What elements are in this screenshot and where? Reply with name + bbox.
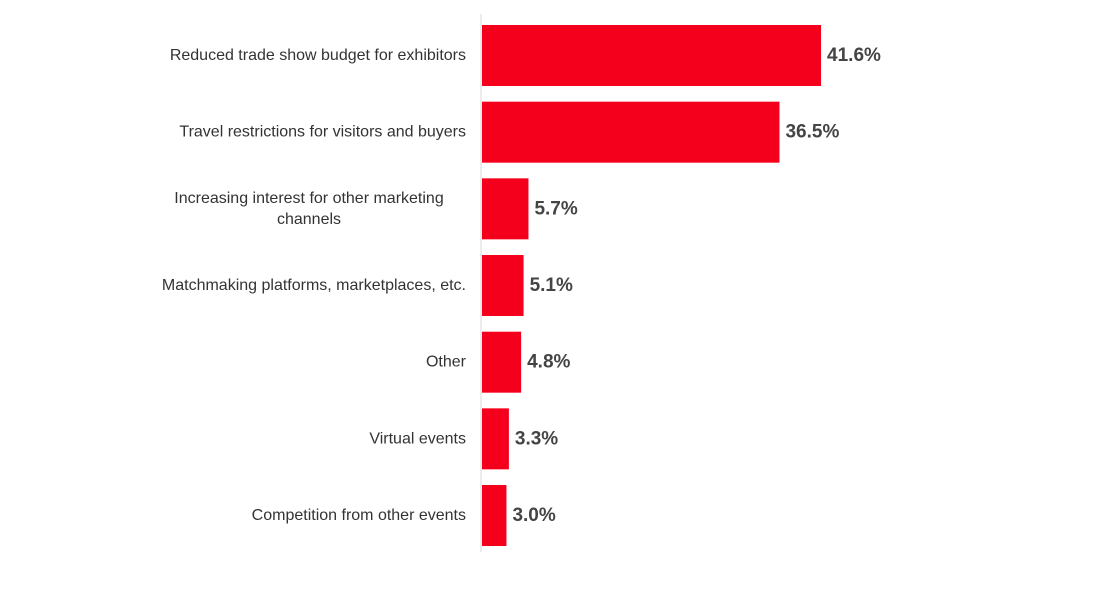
category-label-4: Matchmaking platforms, marketplaces, etc… — [162, 277, 466, 294]
category-labels-group: Reduced trade show budget for exhibitors… — [162, 47, 467, 524]
bar-7 — [482, 485, 507, 547]
category-label-2: Travel restrictions for visitors and buy… — [179, 124, 466, 141]
bar-1 — [482, 25, 822, 86]
value-label-1: 41.6% — [827, 45, 881, 66]
category-label-3-line-1: Increasing interest for other marketing — [174, 190, 443, 207]
category-label-6: Virtual events — [369, 430, 466, 447]
value-label-2: 36.5% — [785, 122, 839, 143]
category-label-3-line-2: channels — [277, 211, 341, 228]
value-label-7: 3.0% — [512, 505, 555, 526]
bar-4 — [482, 255, 524, 317]
value-label-3: 5.7% — [534, 198, 577, 219]
value-label-4: 5.1% — [530, 275, 573, 296]
category-label-1: Reduced trade show budget for exhibitors — [170, 47, 466, 64]
value-labels-group: 41.6% 36.5% 5.7% 5.1% 4.8% 3.3% 3.0% — [512, 45, 881, 526]
category-label-5: Other — [426, 354, 467, 371]
bar-3 — [482, 178, 529, 240]
bar-6 — [482, 408, 509, 470]
category-label-7: Competition from other events — [252, 507, 466, 524]
value-label-6: 3.3% — [515, 428, 558, 449]
bar-2 — [482, 101, 780, 163]
value-label-5: 4.8% — [527, 352, 570, 373]
bars-group — [482, 25, 822, 547]
bar-5 — [482, 331, 522, 393]
